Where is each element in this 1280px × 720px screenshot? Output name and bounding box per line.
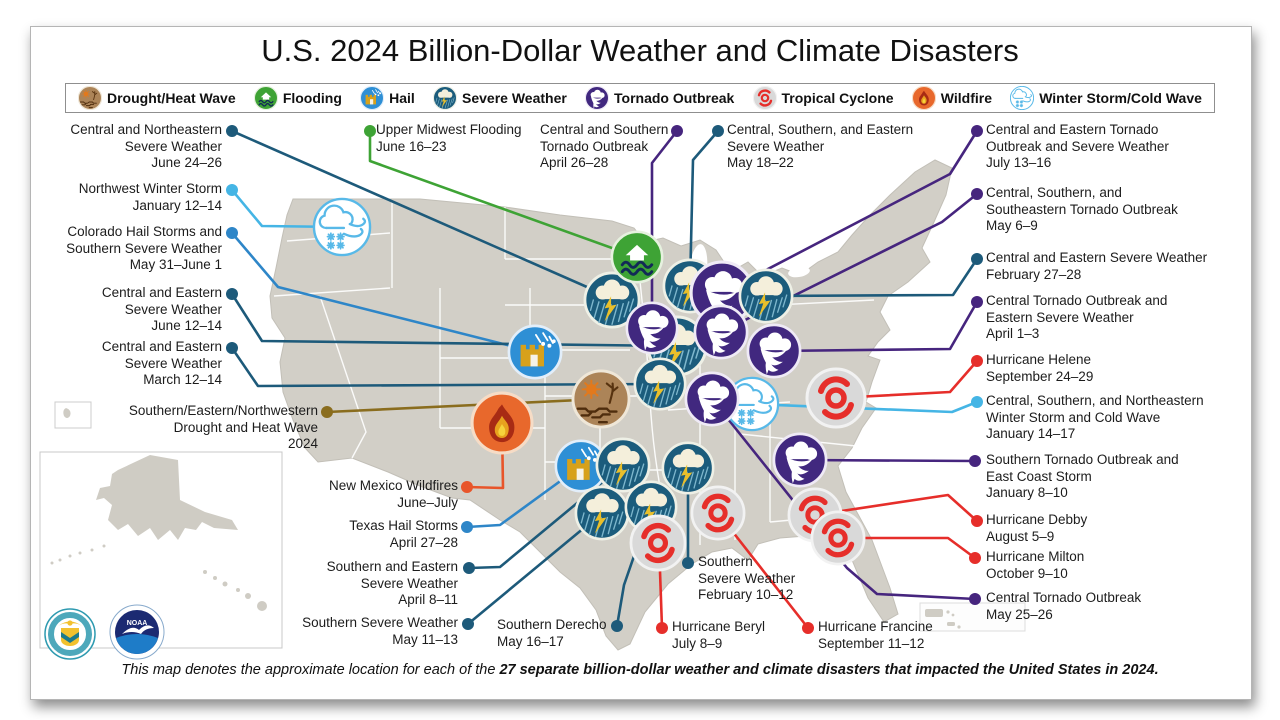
event-dot <box>226 184 238 196</box>
cyclone-icon <box>631 516 685 570</box>
event-dot <box>364 125 376 137</box>
legend-item-tornado: Tornado Outbreak <box>585 86 734 110</box>
label-dots <box>226 125 983 634</box>
page-title: U.S. 2024 Billion-Dollar Weather and Cli… <box>261 33 1019 68</box>
legend-item-wildfire: Wildfire <box>911 86 992 110</box>
connector-line <box>368 131 638 259</box>
legend-label: Winter Storm/Cold Wave <box>1039 90 1202 106</box>
legend-bar: Drought/Heat Wave Flooding Hail Severe Weat… <box>65 83 1215 113</box>
legend-item-hail: Hail <box>360 86 415 110</box>
connector-line <box>721 130 979 295</box>
alaska-silhouette <box>96 455 238 540</box>
commerce-seal <box>44 608 96 660</box>
legend-label: Tornado Outbreak <box>614 90 735 106</box>
legend-label: Flooding <box>282 90 342 106</box>
event-dot <box>462 618 474 630</box>
footer-note-prefix: This map denotes the approximate locatio… <box>121 662 500 678</box>
connector-line <box>326 397 602 414</box>
legend-label: Drought/Heat Wave <box>107 90 236 106</box>
legend-label: Tropical Cyclone <box>781 90 894 106</box>
event-dot <box>971 188 983 200</box>
puerto-rico-inset <box>919 602 1026 632</box>
event-dot <box>226 227 238 239</box>
event-dot <box>971 125 983 137</box>
connector-line <box>467 511 603 626</box>
footer-note: This map denotes the approximate locatio… <box>0 662 1280 678</box>
alaska-hawaii-inset <box>39 451 283 649</box>
aleutian-islands <box>50 544 106 565</box>
connector-line <box>688 130 719 287</box>
tornado-icon <box>746 323 802 379</box>
tornado-icon <box>625 301 679 355</box>
event-dot <box>226 342 238 354</box>
event-dot <box>461 481 473 493</box>
event-dot <box>802 622 814 634</box>
noaa-logo: NOAA <box>109 604 165 660</box>
wildfire-icon <box>470 391 534 455</box>
legend-item-drought: Drought/Heat Wave <box>78 86 236 110</box>
cyclone-icon <box>812 512 864 564</box>
event-dot <box>971 296 983 308</box>
severe-icon <box>738 268 794 324</box>
event-dot <box>969 552 981 564</box>
event-dot <box>712 125 724 137</box>
event-dot <box>321 406 333 418</box>
severe-icon <box>633 357 687 411</box>
territory-inset <box>54 401 92 429</box>
connector-line <box>799 458 976 463</box>
legend-item-winter: Winter Storm/Cold Wave <box>1010 86 1202 110</box>
event-dot <box>611 620 623 632</box>
connector-line <box>773 301 979 353</box>
legend-item-severe: Severe Weather <box>433 86 567 110</box>
event-dot <box>682 557 694 569</box>
event-dot <box>656 622 668 634</box>
event-dot <box>971 396 983 408</box>
event-dot <box>971 355 983 367</box>
hawaii-islands <box>203 570 267 611</box>
connector-line <box>814 493 978 522</box>
hail-icon <box>507 324 563 380</box>
tornado-icon <box>772 432 828 488</box>
event-dot <box>226 288 238 300</box>
cyclone-icon <box>692 487 744 539</box>
connector-line <box>710 398 976 601</box>
event-dot <box>671 125 683 137</box>
event-dot <box>971 253 983 265</box>
event-dot <box>971 515 983 527</box>
connector-line <box>835 360 978 400</box>
event-dot <box>461 521 473 533</box>
severe-icon <box>661 441 715 495</box>
connector-line <box>838 536 976 560</box>
winter-icon <box>312 197 372 257</box>
connector-line <box>231 232 536 354</box>
event-dot <box>226 125 238 137</box>
cyclone-icon <box>807 369 865 427</box>
noaa-logo-text: NOAA <box>127 620 148 627</box>
event-dot <box>463 562 475 574</box>
connector-line <box>231 129 613 300</box>
flooding-icon <box>610 230 664 284</box>
connector-line <box>765 258 979 298</box>
legend-label: Wildfire <box>940 90 992 106</box>
event-dot <box>969 593 981 605</box>
drought-icon <box>571 369 631 429</box>
event-dot <box>969 455 981 467</box>
legend-label: Severe Weather <box>462 90 567 106</box>
severe-icon <box>574 485 630 541</box>
footer-note-bold: 27 separate billion-dollar weather and c… <box>499 662 1159 678</box>
tornado-icon <box>684 371 740 427</box>
connector-line <box>466 464 582 529</box>
legend-item-flooding: Flooding <box>253 86 342 110</box>
legend-item-cyclone: Tropical Cyclone <box>752 86 894 110</box>
tornado-icon <box>693 304 749 360</box>
connector-line <box>230 347 661 388</box>
legend-label: Hail <box>389 90 415 106</box>
